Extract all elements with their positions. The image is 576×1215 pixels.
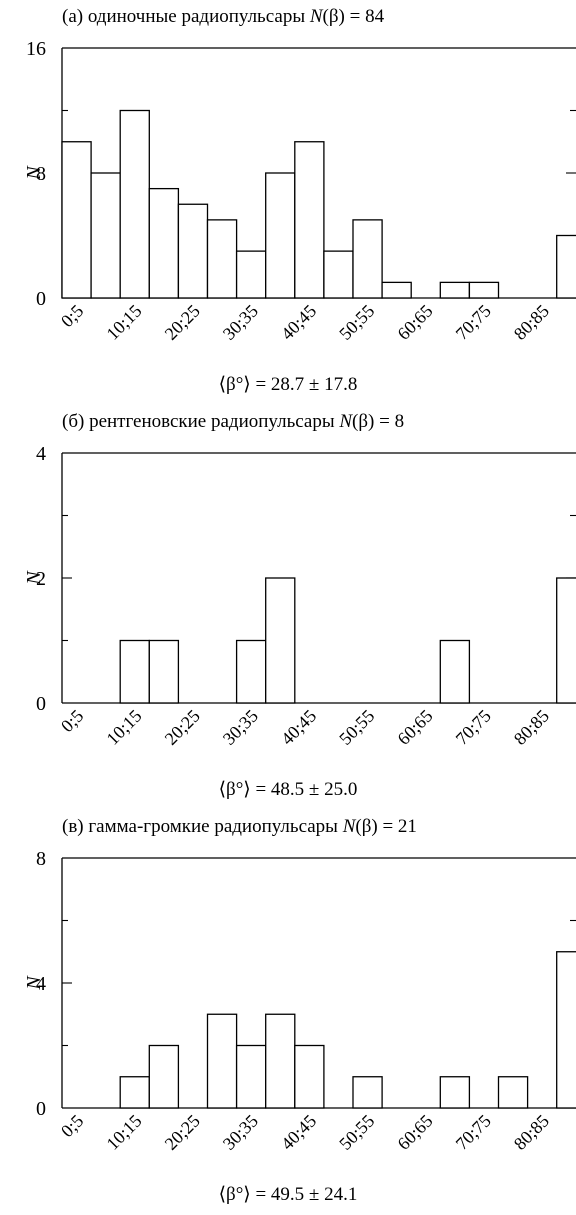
x-tick-label: 10;15 xyxy=(102,301,145,344)
y-axis-label: N xyxy=(23,570,45,586)
histogram-bar xyxy=(148,639,180,704)
histogram-bar xyxy=(235,1044,267,1109)
histogram-bar xyxy=(468,281,500,299)
histogram-bar xyxy=(556,234,576,299)
histogram-bar xyxy=(265,577,296,704)
x-tick-label: 20;25 xyxy=(161,706,204,749)
x-tick-label: 60;65 xyxy=(393,301,436,344)
histogram-bar xyxy=(265,172,296,299)
histogram-bar xyxy=(439,281,471,299)
x-tick-label: 40;45 xyxy=(277,301,320,344)
histogram-bar xyxy=(381,281,412,299)
histogram-bar xyxy=(556,951,576,1109)
x-tick-label: 0;5 xyxy=(57,1111,87,1141)
histogram-bar xyxy=(352,219,383,299)
x-tick-label: 10;15 xyxy=(102,706,145,749)
panel-title: (б) рентгеновские радиопульсары N(β) = 8 xyxy=(62,411,405,432)
x-tick-label: 80;85 xyxy=(510,706,553,749)
x-tick-label: 40;45 xyxy=(277,1111,320,1154)
histogram-bar xyxy=(352,1076,383,1109)
x-tick-label: 20;25 xyxy=(161,301,204,344)
x-tick-label: 30;35 xyxy=(219,706,262,749)
y-tick-label: 8 xyxy=(36,163,46,185)
histogram-bar xyxy=(439,1076,471,1109)
histogram-plot: 0 2 4 N 0;5 10;15 20;25 30;35 40;45 50;55 60;65 70;… xyxy=(23,443,576,749)
y-tick-label: 0 xyxy=(36,288,46,310)
histogram-bar xyxy=(294,141,325,299)
x-tick-label: 70;75 xyxy=(452,1111,495,1154)
histogram-panel-xray: 0 2 4 N 0;5 10;15 20;25 30;35 40;45 50;55 60;65 70;… xyxy=(0,405,576,810)
y-tick-label: 16 xyxy=(26,38,46,60)
x-tick-label: 80;85 xyxy=(510,1111,553,1154)
histogram-bar xyxy=(235,639,267,704)
mean-beta-label: ⟨β°⟩ = 28.7 ± 17.8 xyxy=(218,374,358,395)
y-tick-label: 4 xyxy=(36,443,46,465)
x-tick-label: 80;85 xyxy=(510,301,553,344)
y-axis-label: N xyxy=(23,975,45,991)
histogram-bar xyxy=(90,172,121,299)
histogram-plot: 0 4 8 N 0;5 10;15 20;25 30;35 40;45 50;55 60;65 70;… xyxy=(23,848,576,1154)
y-tick-label: 2 xyxy=(36,568,46,590)
histogram-bar xyxy=(206,219,238,299)
histogram-bar xyxy=(61,141,92,299)
histogram-panel-single: 0 8 16 N 0;5 10;15 20;25 30;35 40;45 50;55 60;65 70… xyxy=(0,0,576,405)
histogram-bar xyxy=(294,1044,325,1109)
histogram-bar xyxy=(119,1076,150,1109)
x-tick-label: 70;75 xyxy=(452,301,495,344)
histogram-bar xyxy=(119,639,150,704)
panel-title: (а) одиночные радиопульсары N(β) = 84 xyxy=(62,6,385,27)
x-tick-label: 30;35 xyxy=(219,1111,262,1154)
histogram-bar xyxy=(556,577,576,704)
mean-beta-label: ⟨β°⟩ = 48.5 ± 25.0 xyxy=(218,779,358,800)
x-tick-label: 50;55 xyxy=(335,706,378,749)
histogram-plot: 0 8 16 N 0;5 10;15 20;25 30;35 40;45 50;55 60;65 70… xyxy=(23,38,576,344)
x-tick-label: 10;15 xyxy=(102,1111,145,1154)
y-axis-label: N xyxy=(23,165,45,181)
x-tick-label: 0;5 xyxy=(57,706,87,736)
histogram-bar xyxy=(439,639,471,704)
histogram-bar xyxy=(148,187,180,299)
x-tick-label: 50;55 xyxy=(335,301,378,344)
y-tick-label: 0 xyxy=(36,1098,46,1120)
y-tick-label: 0 xyxy=(36,693,46,715)
histogram-bar xyxy=(497,1076,529,1109)
histogram-bar xyxy=(148,1044,180,1109)
x-tick-label: 30;35 xyxy=(219,301,262,344)
x-tick-label: 0;5 xyxy=(57,301,87,331)
mean-beta-label: ⟨β°⟩ = 49.5 ± 24.1 xyxy=(218,1184,358,1205)
histogram-bar xyxy=(177,203,209,299)
histogram-bar xyxy=(119,109,150,299)
histogram-panel-gamma: 0 4 8 N 0;5 10;15 20;25 30;35 40;45 50;55 60;65 70;… xyxy=(0,810,576,1215)
x-tick-label: 20;25 xyxy=(161,1111,204,1154)
histogram-bar xyxy=(206,1013,238,1109)
panel-title: (в) гамма-громкие радиопульсары N(β) = 2… xyxy=(62,816,417,837)
x-tick-label: 60;65 xyxy=(393,706,436,749)
histogram-bar xyxy=(265,1013,296,1109)
x-tick-label: 50;55 xyxy=(335,1111,378,1154)
y-tick-label: 8 xyxy=(36,848,46,870)
x-tick-label: 70;75 xyxy=(452,706,495,749)
histogram-bar xyxy=(323,250,354,299)
x-tick-label: 40;45 xyxy=(277,706,320,749)
histogram-bar xyxy=(235,250,267,299)
y-tick-label: 4 xyxy=(36,973,46,995)
x-tick-label: 60;65 xyxy=(393,1111,436,1154)
